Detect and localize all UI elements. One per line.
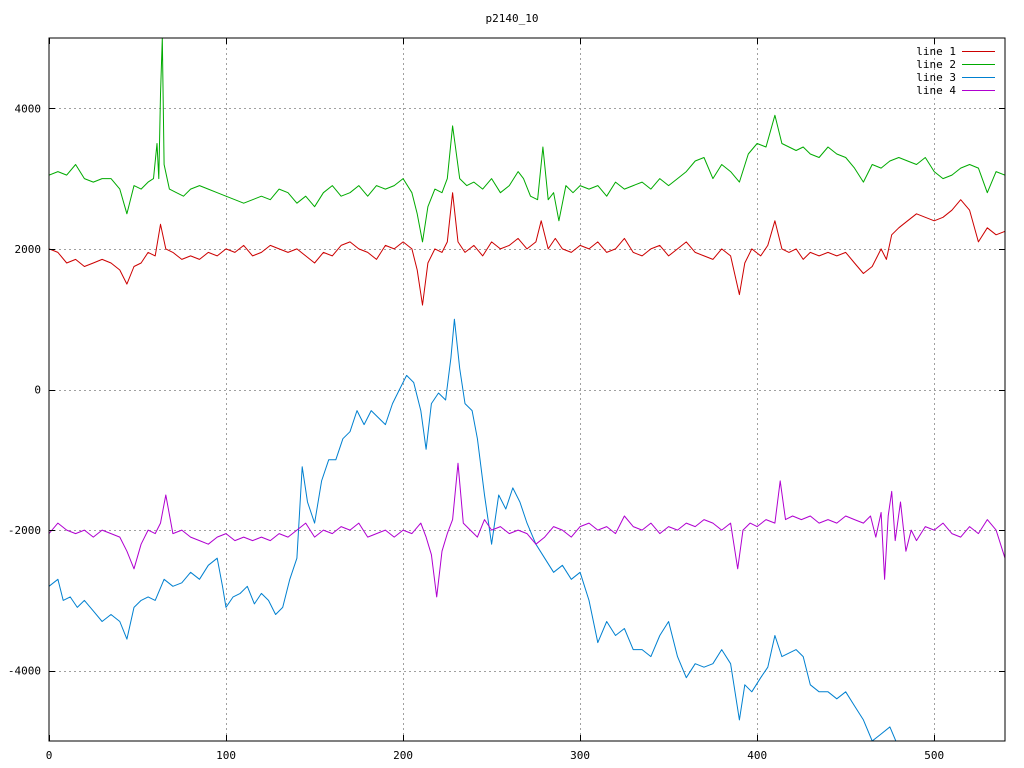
legend-label: line 2 [916,58,956,71]
x-tick-label: 100 [216,749,236,762]
legend-label: line 1 [916,45,956,58]
legend-label: line 4 [916,84,956,97]
x-tick-label: 400 [747,749,767,762]
series-3-line [49,318,897,741]
x-tick-label: 0 [46,749,53,762]
plot-frame [48,37,1006,742]
y-tick-label: 0 [34,384,41,397]
legend-label: line 3 [916,71,956,84]
x-tick-label: 500 [924,749,944,762]
series-4-line [49,462,1005,598]
series-1-line [49,192,1005,306]
series-2-line [49,38,1005,243]
x-axis-ticks: 0 100 200 300 400 500 [46,38,944,762]
grid-lines [49,38,1005,741]
chart-title: p2140_10 [486,12,539,25]
y-axis-ticks: -4000 -2000 0 2000 4000 [8,102,1005,678]
x-tick-label: 300 [570,749,590,762]
y-tick-label: 2000 [15,243,42,256]
y-tick-label: 4000 [15,102,42,115]
series-lines [49,38,1005,741]
x-tick-label: 200 [393,749,413,762]
y-tick-label: -2000 [8,524,41,537]
y-tick-label: -4000 [8,665,41,678]
